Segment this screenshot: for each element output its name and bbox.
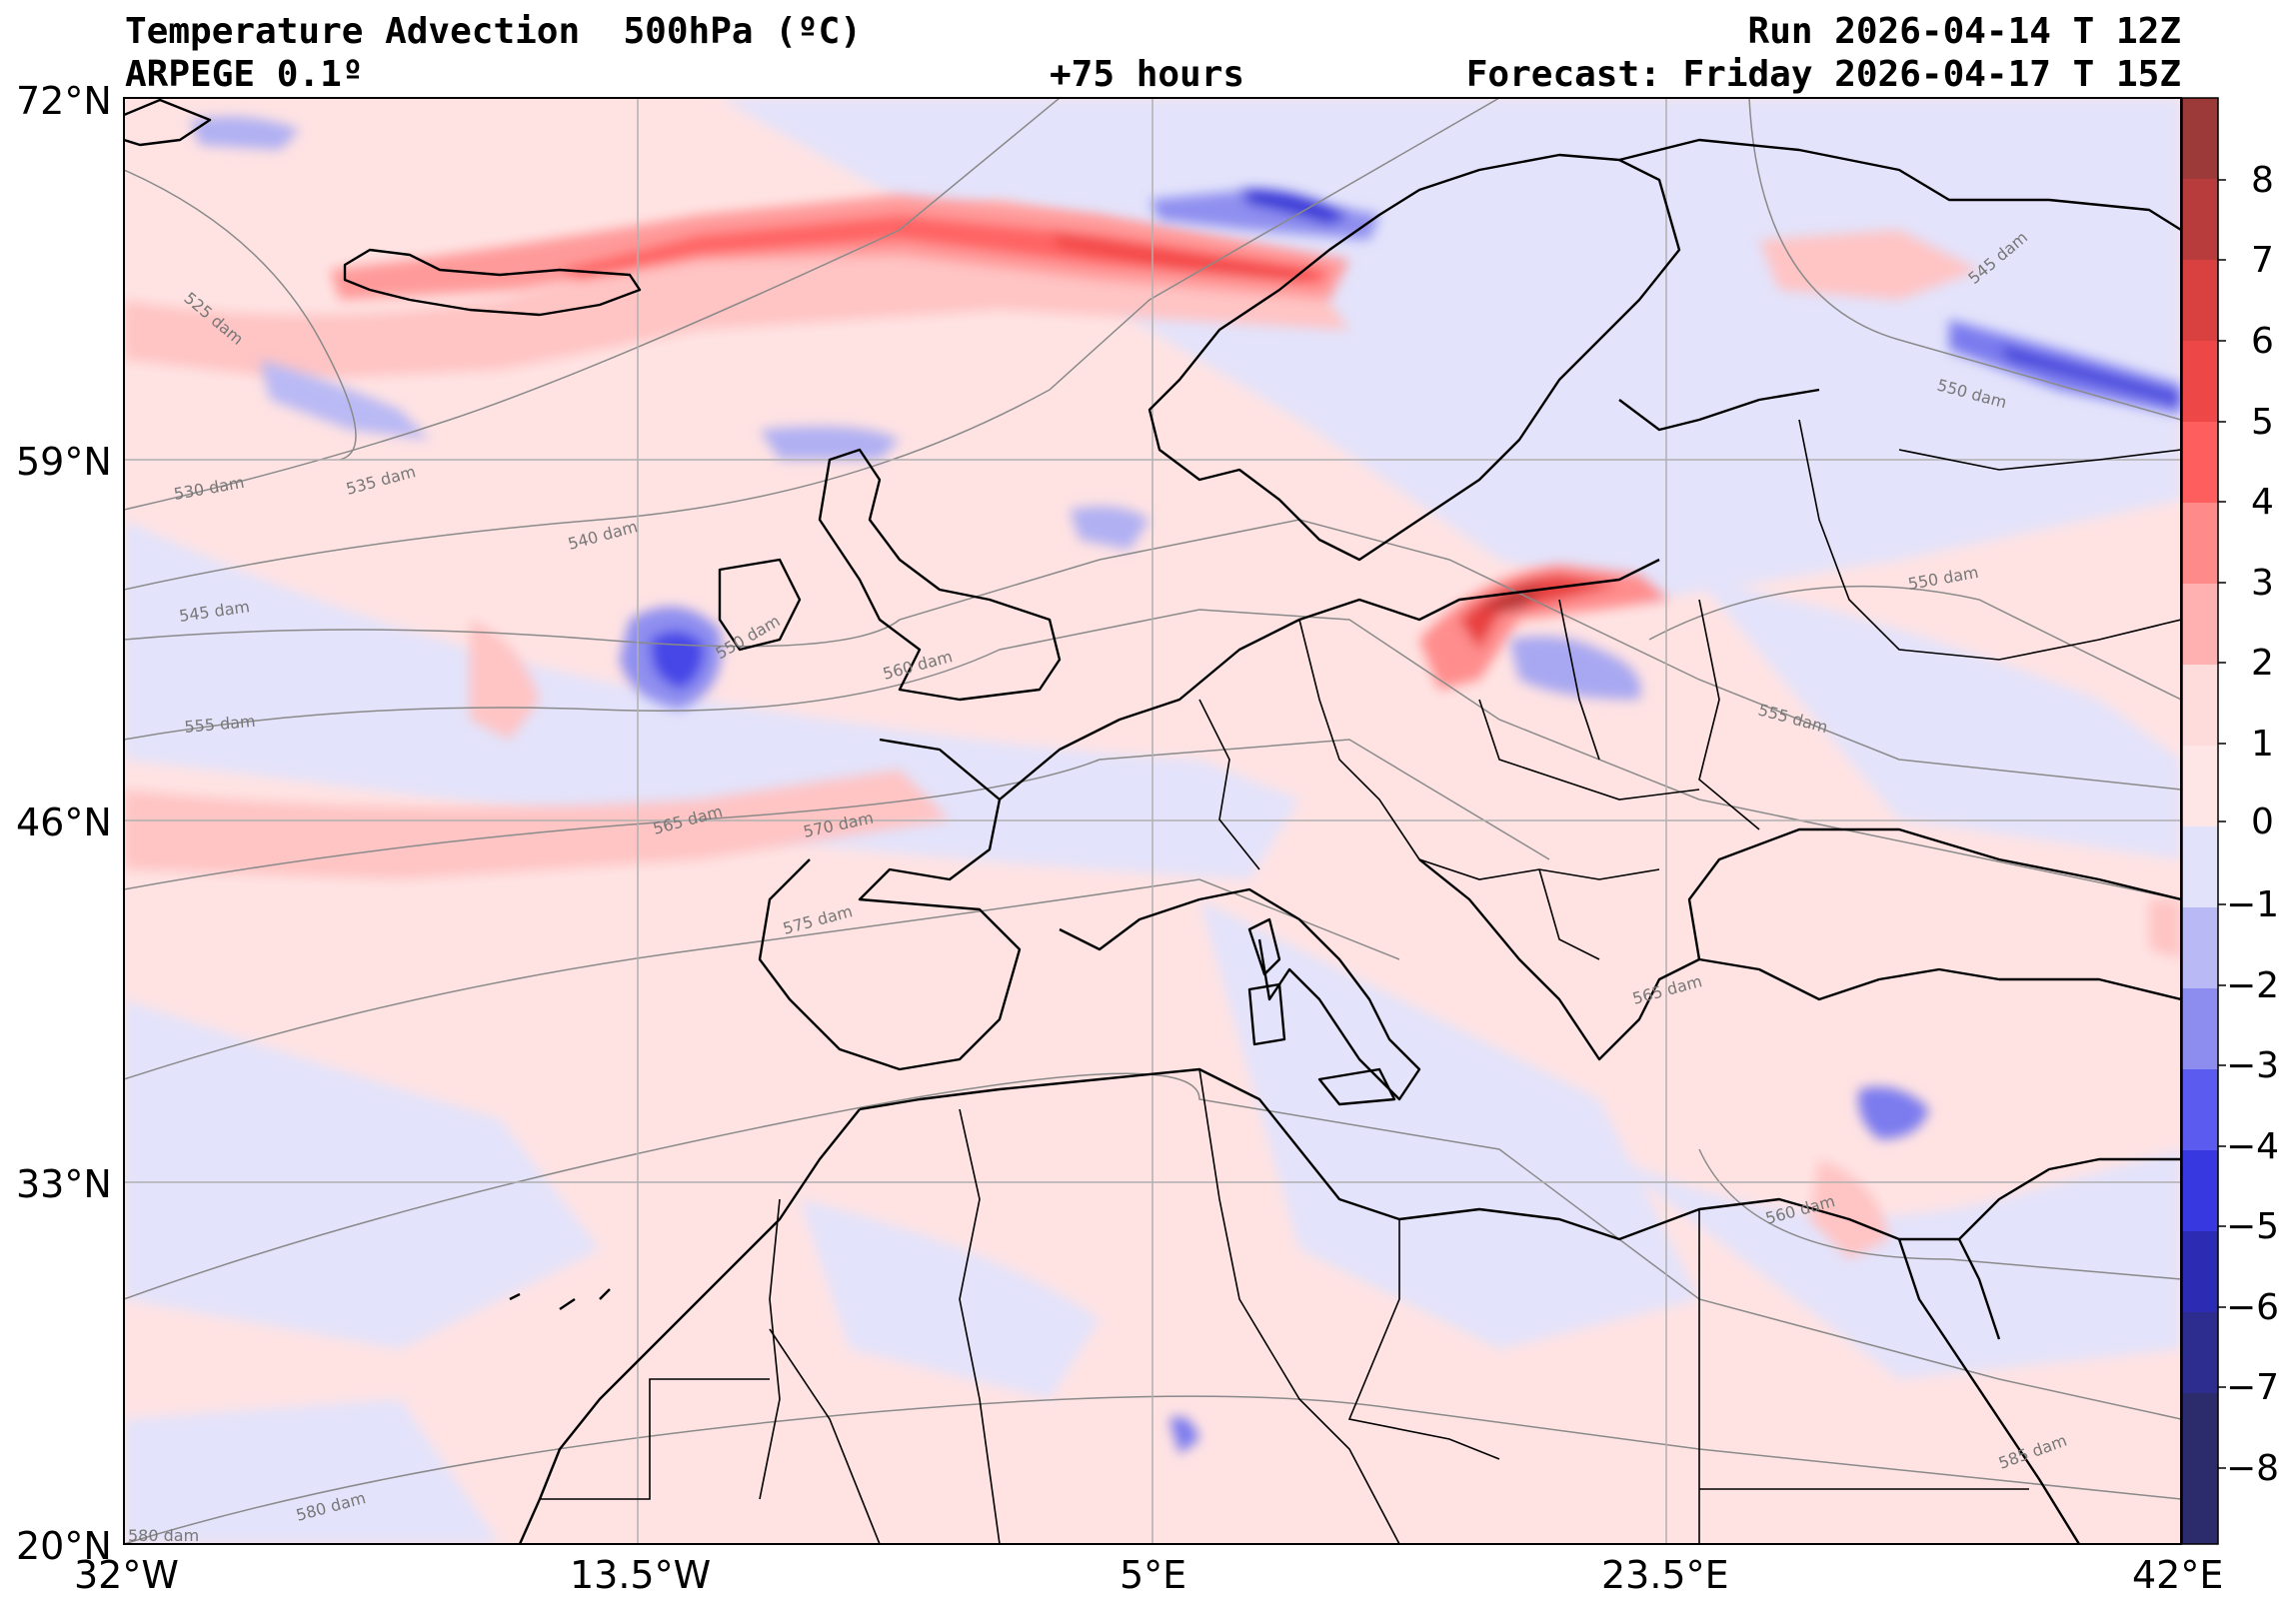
colorbar-label: 5 [2251, 402, 2274, 443]
lat-label-46n: 46°N [16, 801, 112, 844]
lat-label-59n: 59°N [16, 440, 112, 484]
colorbar [2181, 97, 2226, 1545]
colorbar-swatch [2182, 503, 2218, 584]
colorbar-swatch [2182, 179, 2218, 260]
run-time: Run 2026-04-14 T 12Z [1747, 11, 2181, 52]
colorbar-label: −2 [2226, 965, 2280, 1006]
colorbar-label: −3 [2226, 1045, 2280, 1086]
colorbar-label: −1 [2226, 884, 2280, 925]
borders [540, 419, 2181, 1544]
lat-label-72n: 72°N [16, 79, 112, 123]
colorbar-label: −4 [2226, 1126, 2280, 1167]
colorbar-swatch [2182, 1393, 2218, 1544]
colorbar-label: −5 [2226, 1206, 2280, 1247]
colorbar-label: 7 [2251, 240, 2274, 281]
colorbar-swatch [2182, 584, 2218, 665]
colorbar-swatch [2182, 746, 2218, 826]
colorbar-swatch [2182, 1231, 2218, 1312]
colorbar-label: −7 [2226, 1367, 2280, 1408]
colorbar-label: 8 [2251, 160, 2274, 201]
lon-label-13-5w: 13.5°W [570, 1553, 712, 1597]
lead-time: +75 hours [1050, 54, 1245, 95]
coastlines [124, 98, 2181, 1544]
colorbar-label: 1 [2251, 724, 2274, 765]
graticule [124, 98, 2181, 1544]
colorbar-label: −8 [2226, 1448, 2280, 1489]
colorbar-swatch [2182, 1069, 2218, 1150]
colorbar-label: 2 [2251, 643, 2274, 684]
map-frame [123, 97, 2182, 1545]
colorbar-label: 3 [2251, 563, 2274, 604]
lon-label-42e: 42°E [2132, 1553, 2224, 1597]
colorbar-label: 4 [2251, 482, 2274, 523]
model-name: ARPEGE 0.1º [125, 54, 364, 95]
lon-label-5e: 5°E [1120, 1553, 1187, 1597]
colorbar-label: 0 [2251, 802, 2274, 842]
colorbar-swatch [2182, 1312, 2218, 1393]
colorbar-swatch [2182, 341, 2218, 422]
colorbar-ticks [2218, 179, 2226, 1469]
colorbar-label: 6 [2251, 321, 2274, 362]
colorbar-swatch [2182, 1150, 2218, 1231]
colorbar-label: −6 [2226, 1287, 2280, 1328]
forecast-time: Forecast: Friday 2026-04-17 T 15Z [1465, 54, 2181, 95]
colorbar-swatch [2182, 422, 2218, 503]
colorbar-swatch [2182, 260, 2218, 341]
height-contours [124, 98, 2181, 1544]
colorbar-swatch [2182, 907, 2218, 988]
contour-label: 580 dam [128, 1526, 199, 1545]
colorbar-swatch [2182, 98, 2218, 179]
lat-label-33n: 33°N [16, 1162, 112, 1206]
colorbar-swatch [2182, 988, 2218, 1069]
lon-label-32w: 32°W [74, 1553, 179, 1597]
map-title: Temperature Advection 500hPa (ºC) [125, 11, 862, 52]
lat-label-20n: 20°N [16, 1524, 112, 1568]
colorbar-swatch [2182, 665, 2218, 746]
colorbar-swatch [2182, 826, 2218, 907]
lon-label-23-5e: 23.5°E [1601, 1553, 1729, 1597]
